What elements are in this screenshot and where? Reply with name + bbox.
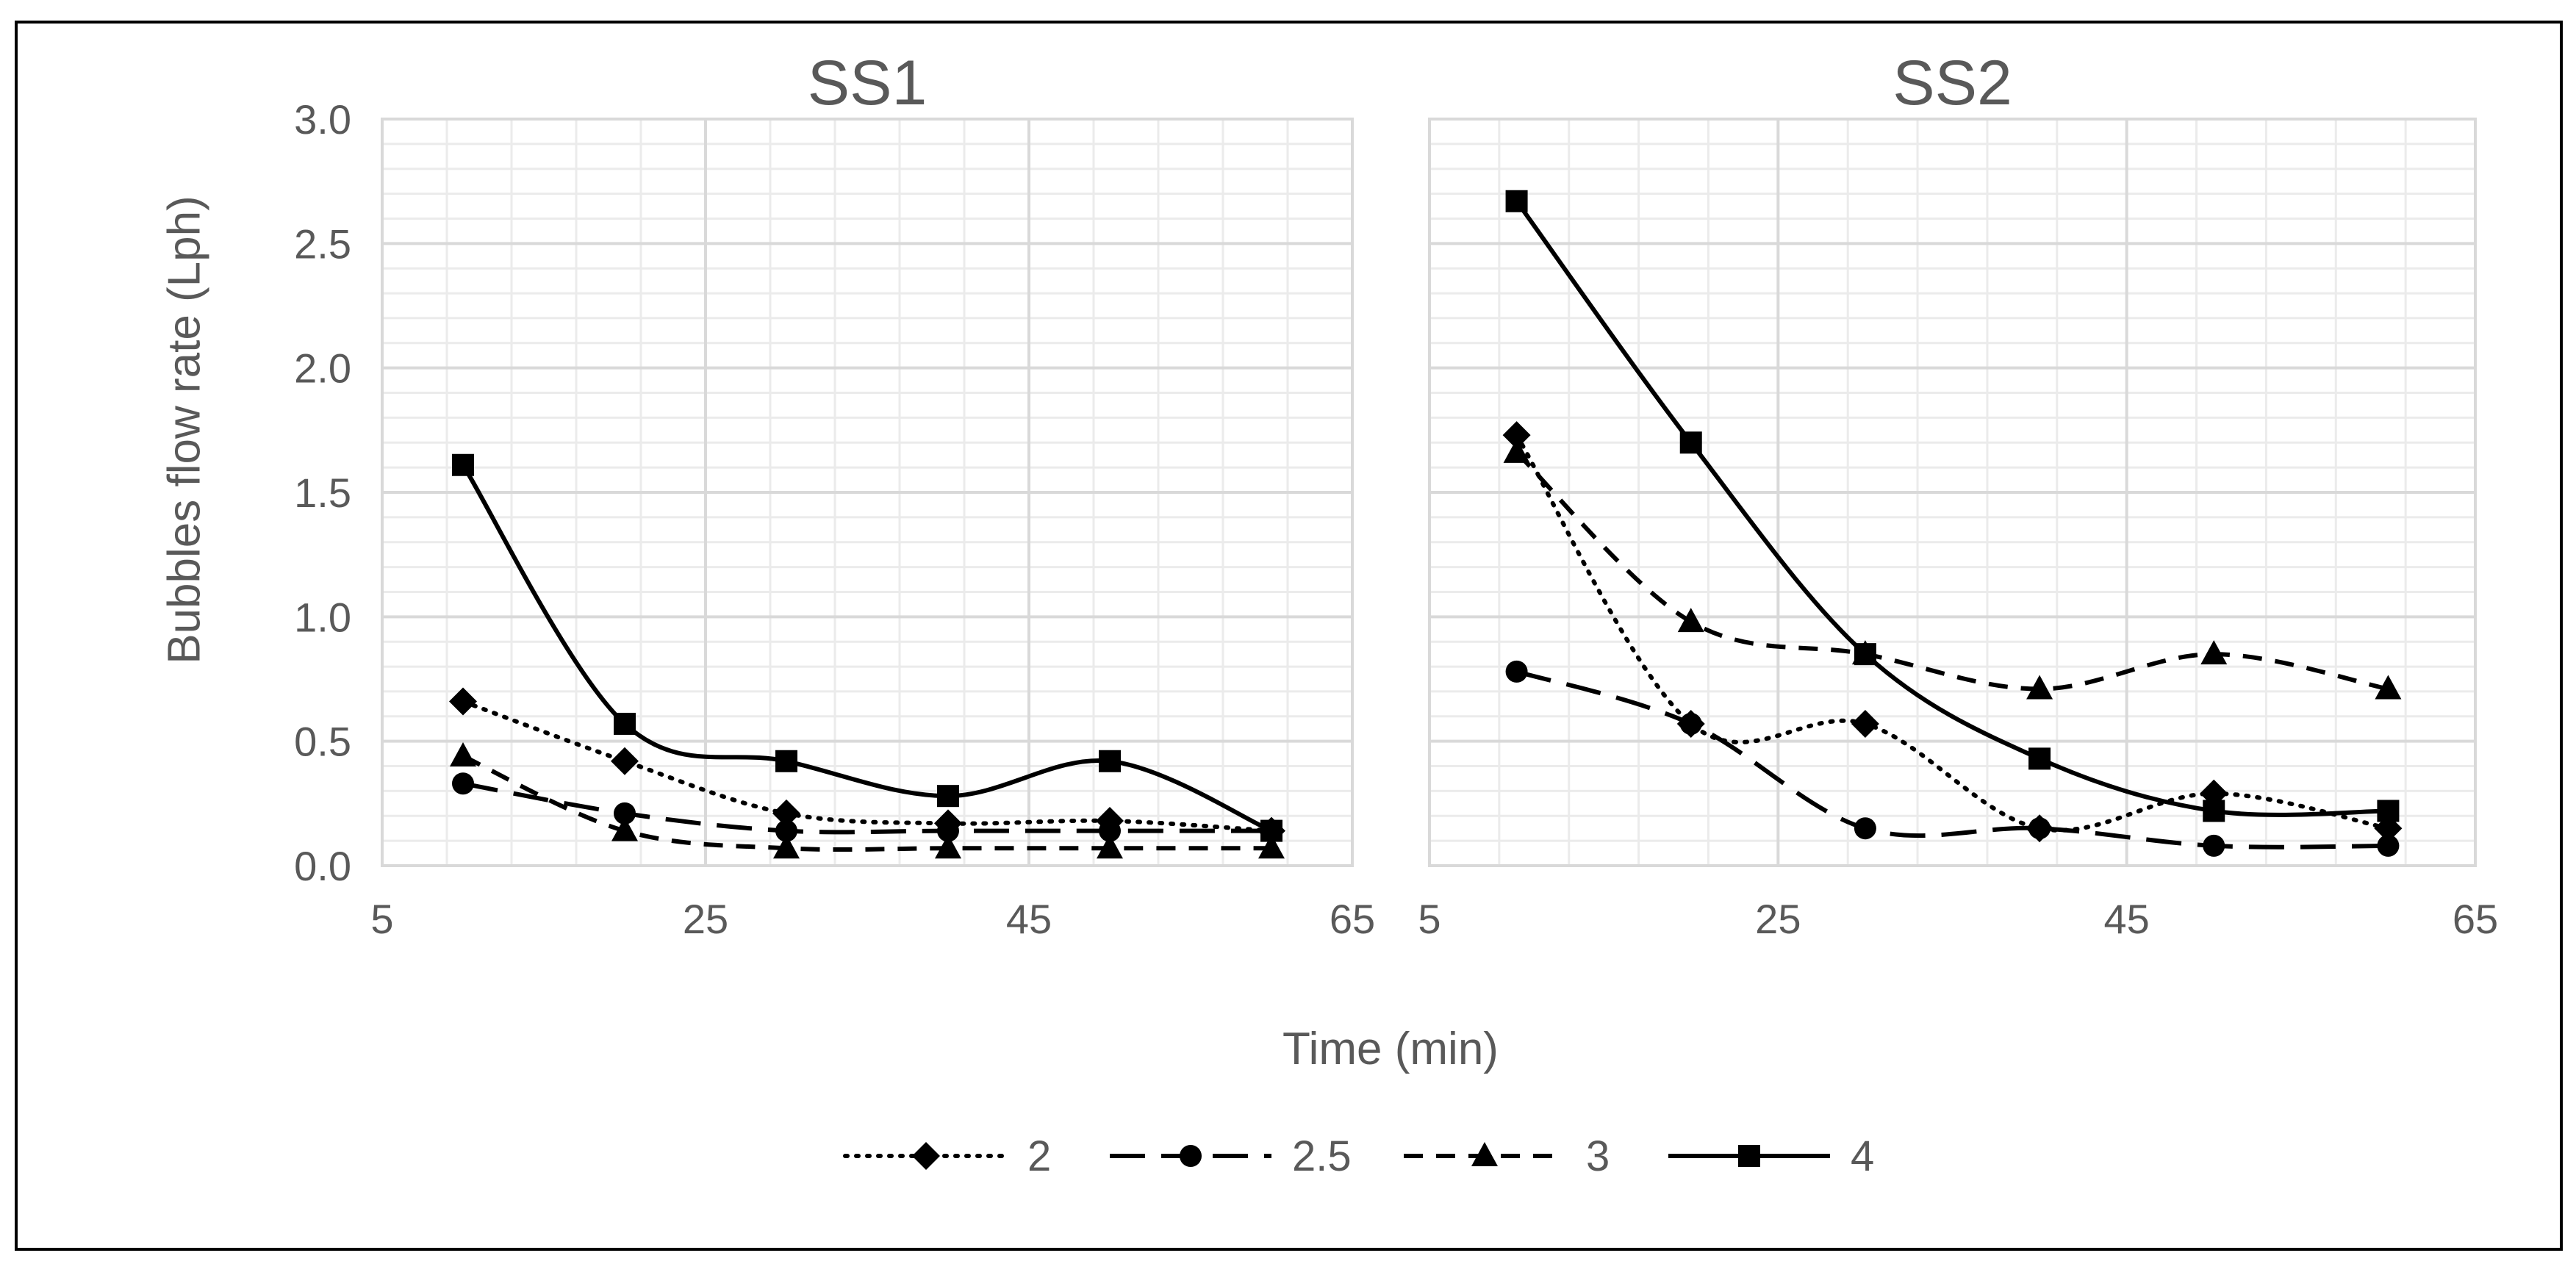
plot-border (381, 118, 1354, 867)
legend-marker (1738, 1145, 1760, 1167)
x-tick-label: 45 (1006, 896, 1052, 942)
data-point (1258, 834, 1285, 859)
data-point (1854, 643, 1876, 666)
x-tick-label: 5 (1418, 896, 1441, 942)
data-point (452, 453, 474, 476)
series-3 (450, 741, 1285, 859)
chart-panel-ss2: SS2 5 25 45 65 (1418, 48, 2498, 942)
x-tick-label: 25 (683, 896, 728, 942)
data-point (1097, 834, 1123, 859)
data-point (1099, 819, 1121, 842)
data-point (2377, 834, 2400, 857)
series-line (462, 754, 1271, 852)
data-point (1854, 817, 1876, 840)
legend-label: 3 (1586, 1132, 1610, 1180)
plot-border (1428, 118, 2477, 867)
chart-title: SS2 (1892, 48, 2012, 118)
data-point (1502, 421, 1531, 450)
legend-label: 2.5 (1292, 1132, 1352, 1180)
x-tick-label: 5 (370, 896, 393, 942)
data-point (614, 712, 636, 735)
y-tick-label: 0.0 (294, 843, 351, 889)
data-point (2377, 800, 2400, 822)
series-4 (452, 453, 1282, 842)
data-point (2203, 834, 2225, 857)
data-point (611, 816, 638, 841)
y-tick-label: 1.0 (294, 594, 351, 640)
data-point (2200, 640, 2228, 665)
data-point (1260, 819, 1282, 842)
data-point (2026, 675, 2053, 700)
series-2-5 (1505, 660, 2400, 857)
x-axis-label: Time (min) (1282, 1024, 1499, 1074)
data-point (2375, 675, 2402, 700)
y-tick-label: 3.0 (294, 96, 351, 143)
chart-title: SS1 (808, 48, 928, 118)
legend-marker (912, 1142, 940, 1170)
data-point (611, 747, 639, 775)
data-point (2028, 747, 2051, 770)
data-point (1503, 438, 1530, 463)
data-point (1505, 660, 1528, 683)
x-tick-label: 65 (2453, 896, 2498, 942)
series-line (1515, 450, 2389, 692)
legend-marker (1180, 1145, 1202, 1167)
data-point (1679, 431, 1702, 454)
data-point (1099, 750, 1121, 772)
data-point (2028, 817, 2051, 840)
y-tick-label: 2.5 (294, 220, 351, 267)
legend-marker (1471, 1142, 1498, 1166)
data-point (614, 802, 636, 825)
data-point (1505, 190, 1528, 212)
data-point (935, 834, 961, 859)
data-point (937, 819, 959, 842)
x-tick-label: 25 (1755, 896, 1801, 942)
chart-panel-ss1: SS1 5 25 45 65 0.0 0.5 1.0 1.5 2.0 2.5 3.0 (294, 48, 1375, 942)
data-point (1677, 608, 1704, 633)
legend: 2 2.5 3 4 (843, 1132, 1874, 1180)
y-tick-label: 0.5 (294, 719, 351, 765)
data-point (449, 687, 477, 716)
data-point (773, 834, 800, 859)
data-point (937, 785, 959, 808)
series-line (462, 781, 1271, 835)
data-point (775, 819, 797, 842)
data-point (452, 772, 474, 795)
legend-label: 2 (1027, 1132, 1051, 1180)
x-tick-label: 65 (1330, 896, 1375, 942)
y-tick-label: 1.5 (294, 470, 351, 516)
legend-item-4: 4 (1668, 1132, 1874, 1180)
series-line (461, 699, 1274, 833)
series-4 (1505, 190, 2400, 822)
data-point (1851, 709, 1879, 738)
legend-item-2: 2 (843, 1132, 1051, 1180)
data-point (775, 750, 797, 772)
legend-item-2-5: 2.5 (1110, 1132, 1352, 1180)
data-point (772, 799, 800, 827)
data-point (450, 741, 476, 766)
y-axis-label: Bubbles flow rate (Lph) (159, 195, 209, 664)
series-line (1515, 669, 2389, 850)
legend-label: 4 (1851, 1132, 1874, 1180)
y-tick-label: 2.0 (294, 345, 351, 392)
x-tick-label: 45 (2104, 896, 2150, 942)
legend-item-3: 3 (1404, 1132, 1610, 1180)
data-point (2203, 800, 2225, 822)
data-point (1679, 712, 1702, 735)
